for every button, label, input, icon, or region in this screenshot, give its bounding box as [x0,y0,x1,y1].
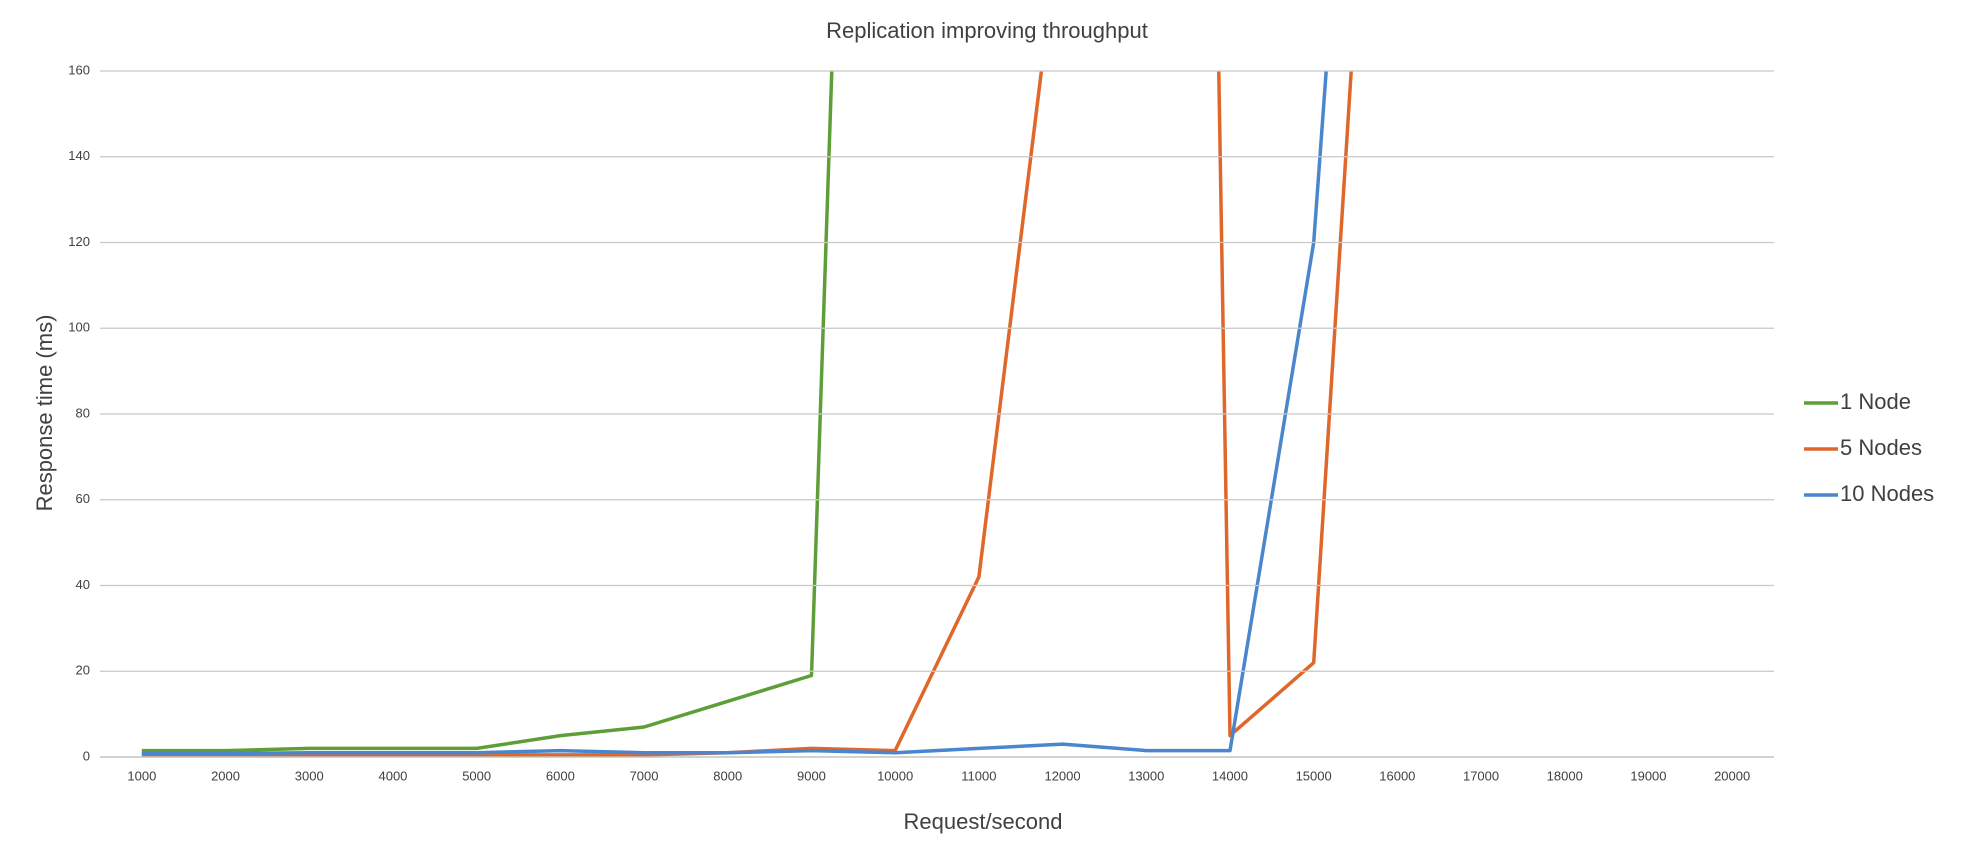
y-tick-label: 0 [83,748,90,763]
x-tick-label: 9000 [797,768,826,783]
plot-area [141,71,1353,757]
x-tick-label: 4000 [378,768,407,783]
legend-label: 1 Node [1840,389,1911,414]
y-tick-label: 160 [68,62,90,77]
x-tick-label: 17000 [1463,768,1499,783]
x-tick-label: 1000 [127,768,156,783]
x-tick-label: 6000 [546,768,575,783]
x-tick-label: 12000 [1044,768,1080,783]
x-tick-label: 3000 [295,768,324,783]
y-tick-label: 60 [76,491,90,506]
x-tick-label: 16000 [1379,768,1415,783]
x-axis-title: Request/second [904,809,1063,834]
x-tick-label: 7000 [630,768,659,783]
series-line [141,71,834,753]
y-tick-label: 20 [76,663,90,678]
x-tick-label: 19000 [1630,768,1666,783]
x-tick-label: 14000 [1212,768,1248,783]
legend-label: 10 Nodes [1840,481,1934,506]
y-tick-label: 40 [76,577,90,592]
series-line [141,71,1328,756]
series-line [141,71,1353,757]
chart-title: Replication improving throughput [826,18,1148,43]
legend-label: 5 Nodes [1840,435,1922,460]
x-tick-label: 11000 [961,768,996,783]
x-tick-label: 20000 [1714,768,1750,783]
x-tick-label: 5000 [462,768,491,783]
y-tick-label: 80 [76,405,90,420]
x-tick-label: 10000 [877,768,913,783]
y-axis-title: Response time (ms) [32,315,57,512]
x-tick-label: 8000 [713,768,742,783]
x-tick-label: 13000 [1128,768,1164,783]
y-tick-label: 140 [68,148,90,163]
x-tick-label: 15000 [1296,768,1332,783]
y-tick-label: 100 [68,320,90,335]
x-tick-label: 18000 [1547,768,1583,783]
x-tick-label: 2000 [211,768,240,783]
y-tick-label: 120 [68,234,90,249]
